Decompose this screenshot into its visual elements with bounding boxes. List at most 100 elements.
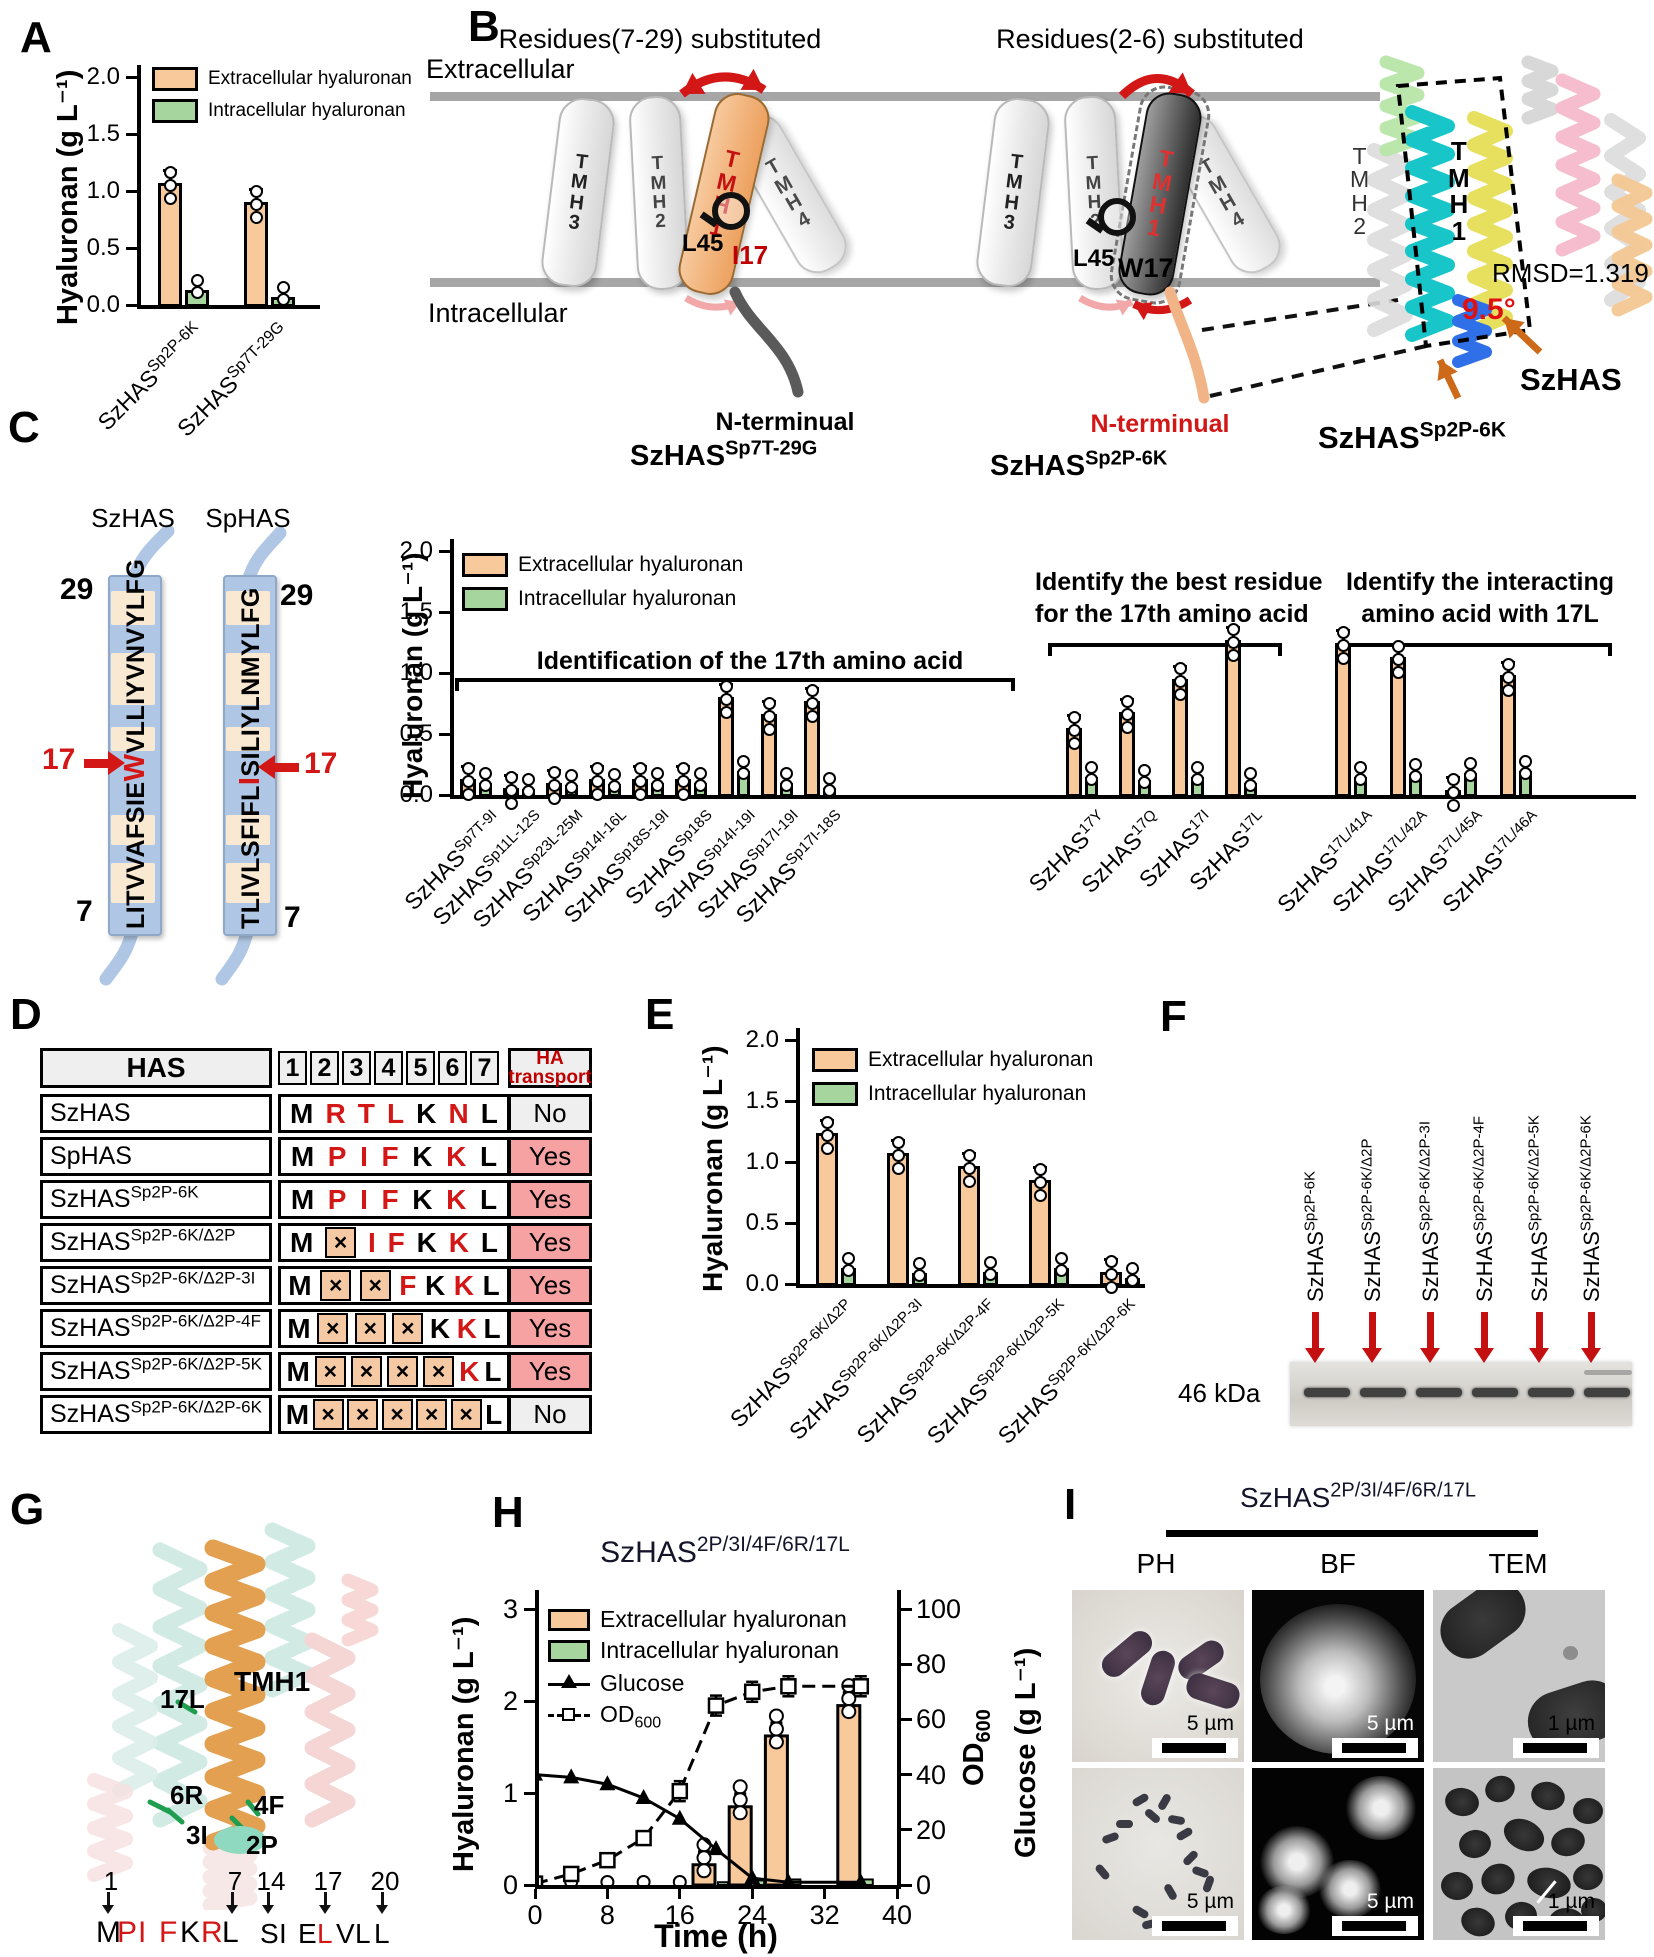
- tmh-letter: T: [1450, 136, 1467, 166]
- bacterium-small: [1131, 1904, 1150, 1920]
- helix-ribbon: [304, 1632, 356, 1828]
- lane-label: SzHASSp2P-6K/Δ2P-3I: [1417, 1121, 1444, 1302]
- deleted-residue-box: ×: [354, 1313, 386, 1344]
- replicate-point: [478, 778, 492, 792]
- arrow-shaft: [323, 1892, 327, 1905]
- x-axis: [137, 305, 320, 309]
- replicate-point: [1243, 778, 1257, 792]
- residue-letter: M: [288, 1269, 312, 1301]
- arrow-head: [1581, 1348, 1601, 1363]
- has-variant-name: SzHASSp2P-6K: [50, 1182, 199, 1213]
- replicate-point: [1104, 1267, 1118, 1281]
- deleted-residue-box: ×: [347, 1399, 379, 1430]
- right-tick: [901, 1662, 912, 1666]
- nterm-seq-letter: I: [279, 1918, 287, 1949]
- nterm-seq-letter: K: [180, 1916, 201, 1949]
- residue-letter: P: [327, 1140, 347, 1172]
- position-arrow-icon: [102, 1892, 114, 1914]
- table-row-residues: M × × × × × L: [278, 1395, 510, 1434]
- y-tick-label: 1.0: [745, 1148, 779, 1175]
- tmh-letter: H: [1449, 189, 1469, 220]
- x-tick: [533, 1889, 537, 1899]
- left-tick-label: 1: [502, 1778, 518, 1808]
- sequence-highlight-patch: [226, 727, 270, 751]
- table-row-name: SzHAS: [40, 1094, 272, 1133]
- glucose-triangle-marker-icon: [563, 1768, 580, 1784]
- left-tick-label: 2: [502, 1686, 518, 1716]
- left-variant-name: SzHASSp7T-29G: [630, 438, 817, 473]
- seq1-before: LITVVAFSIE: [122, 781, 150, 929]
- replicate-point: [478, 766, 492, 780]
- sequence-highlight-patch: [226, 591, 270, 625]
- x-tick-label: 8: [599, 1900, 615, 1930]
- residue-letter: K: [429, 1312, 451, 1344]
- replicate-point: [719, 693, 733, 707]
- od600-square-marker-icon: [671, 1782, 689, 1800]
- replicate-point: [696, 1850, 712, 1866]
- scalebar-chip: [1332, 1738, 1418, 1758]
- legend-intracellular-label: Intracellular hyaluronan: [600, 1637, 840, 1663]
- replicate-point: [163, 192, 177, 206]
- legend-extracellular-label: Extracellular hyaluronan: [518, 553, 744, 576]
- column-bf-header: BF: [1320, 1548, 1356, 1579]
- replicate-point: [650, 766, 664, 780]
- replicate-point: [1067, 736, 1081, 750]
- bacterium-cross-section: [1571, 1862, 1605, 1892]
- lane-arrow-icon: [1581, 1312, 1601, 1364]
- replicate-point: [1173, 662, 1187, 676]
- group1-bracket: [455, 678, 1015, 691]
- glucose-triangle-marker-icon: [599, 1775, 616, 1791]
- helix-ribbon: [87, 1773, 133, 1882]
- glucose-triangle-marker-icon: [708, 1840, 724, 1856]
- table-header-position: 7: [470, 1051, 499, 1085]
- table-row-transport: Yes: [508, 1137, 592, 1176]
- bacterium-tem: [1433, 1590, 1537, 1670]
- residue-letter: I: [368, 1226, 376, 1258]
- replicate-point: [1137, 776, 1151, 790]
- replicate-point: [590, 775, 604, 789]
- residue-stick: [245, 1799, 261, 1817]
- replicate-point: [1120, 695, 1134, 709]
- x-tick-label: 40: [881, 1900, 913, 1930]
- helix-ribbon: [152, 1542, 208, 1828]
- replicate-point: [521, 772, 535, 786]
- replicate-point: [1353, 772, 1367, 786]
- x-tick-label: 24: [737, 1900, 768, 1930]
- has-variant-name: SpHAS: [50, 1142, 132, 1170]
- x-tick-label: 32: [809, 1900, 840, 1930]
- panel-c-legend-intracellular: Intracellular hyaluronan: [462, 587, 736, 611]
- right-tick: [901, 1717, 912, 1721]
- replicate-point: [1120, 708, 1134, 722]
- y-tick: [439, 732, 450, 736]
- position-number: 17: [313, 1866, 343, 1896]
- helix-ribbon: [1405, 105, 1455, 342]
- panel-b-decorations: [679, 55, 1653, 404]
- replicate-point: [1501, 684, 1515, 698]
- residue-letter: M: [286, 1355, 310, 1387]
- replicate-point: [820, 1128, 834, 1142]
- replicate-point: [1120, 721, 1134, 735]
- mid-variant-name-text: SzHASSp2P-6K: [990, 447, 1168, 482]
- replicate-point: [1391, 640, 1405, 654]
- tmh-letter: H: [1351, 189, 1368, 216]
- dashed-connector: [1201, 298, 1399, 332]
- panel-h: H SzHAS2P/3I/4F/6R/17L Hyaluronan (g L⁻¹…: [420, 1430, 1060, 1957]
- protein-band: [1360, 1388, 1406, 1397]
- legend-intracellular-label: Intracellular hyaluronan: [868, 1082, 1087, 1105]
- scalebar-bar: [1523, 1743, 1587, 1753]
- group2-bracket: [1048, 643, 1282, 656]
- arrow-shaft: [266, 1892, 270, 1905]
- lane-label: SzHASSp2P-6K/Δ2P: [1359, 1139, 1386, 1303]
- y-axis: [450, 539, 454, 797]
- replicate-point: [1243, 766, 1257, 780]
- y-tick-label: 0.0: [745, 1270, 779, 1297]
- tmh-letter: 1: [1451, 215, 1467, 246]
- nterm-seq-letter: L: [222, 1916, 239, 1949]
- lane-arrow-icon: [1420, 1312, 1440, 1364]
- arrow-head: [1362, 1348, 1382, 1363]
- group3-bracket: [1342, 643, 1612, 656]
- replicate-point: [1446, 799, 1460, 813]
- residue-letter: F: [399, 1269, 417, 1301]
